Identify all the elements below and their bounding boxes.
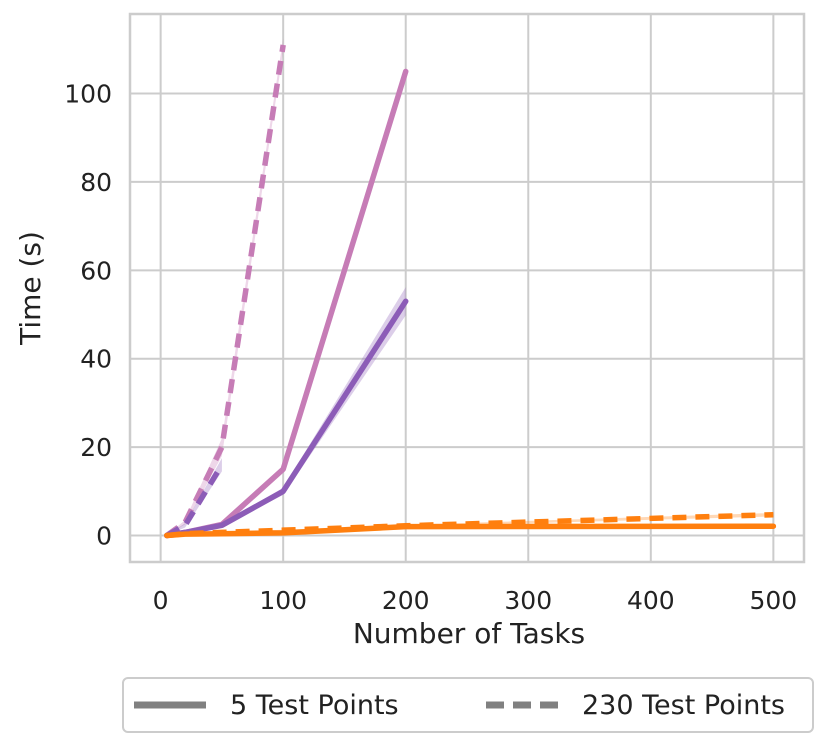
legend-item-dashed: 230 Test Points — [484, 679, 785, 731]
plot-frame — [128, 12, 806, 564]
series-line-1 — [165, 44, 286, 538]
y-tick-label: 0 — [96, 521, 112, 550]
series-line-0 — [164, 68, 409, 539]
tick-labels: 0 100 200 300 400 500 0 20 40 60 80 100 — [64, 80, 797, 615]
x-axis-title: Number of Tasks — [353, 617, 585, 650]
legend: 5 Test Points 230 Test Points — [122, 677, 814, 733]
legend-dashed-line-icon — [486, 701, 558, 709]
y-tick-label: 100 — [64, 80, 112, 109]
x-tick-label: 0 — [153, 586, 169, 615]
series-line-4 — [164, 523, 777, 539]
legend-item-solid: 5 Test Points — [132, 679, 399, 731]
grid — [130, 14, 804, 562]
x-tick-label: 300 — [504, 586, 552, 615]
x-tick-label: 100 — [259, 586, 307, 615]
y-tick-label: 60 — [80, 256, 112, 285]
series-line-5 — [166, 511, 774, 539]
x-tick-label: 500 — [750, 586, 798, 615]
y-tick-label: 40 — [80, 345, 112, 374]
legend-label-dashed: 230 Test Points — [582, 689, 785, 721]
y-tick-label: 80 — [80, 168, 112, 197]
line-chart: 0 100 200 300 400 500 0 20 40 60 80 100 Number of T… — [14, 12, 806, 650]
y-tick-label: 20 — [80, 433, 112, 462]
x-tick-label: 200 — [382, 586, 430, 615]
legend-label-solid: 5 Test Points — [230, 689, 399, 721]
confidence-band-1 — [166, 38, 284, 536]
x-tick-label: 400 — [627, 586, 675, 615]
legend-solid-line-icon — [134, 701, 206, 709]
confidence-bands — [166, 38, 774, 536]
y-axis-title: Time (s) — [14, 231, 47, 346]
series-lines — [164, 44, 777, 539]
series-line-3 — [165, 463, 225, 538]
